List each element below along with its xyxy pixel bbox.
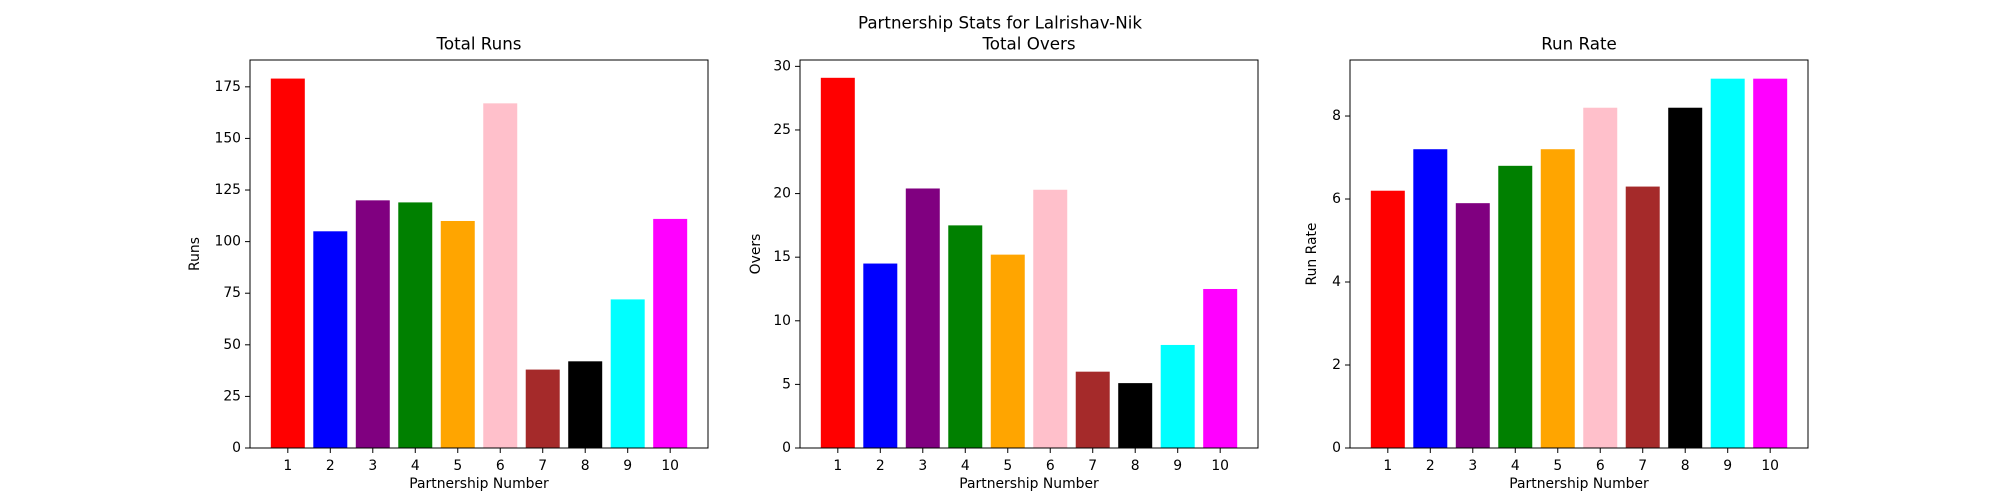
x-tick-label: 3 [918, 458, 927, 474]
bar-3 [355, 200, 390, 448]
bar-7 [1625, 186, 1660, 449]
bar-3 [1455, 203, 1490, 448]
bar-4 [948, 225, 983, 448]
x-tick-label: 9 [1173, 458, 1182, 474]
x-tick-label: 8 [1681, 458, 1690, 474]
x-tick-label: 8 [1131, 458, 1140, 474]
y-tick-label: 6 [1332, 191, 1341, 207]
x-axis-label: Partnership Number [959, 476, 1099, 492]
y-tick-label: 125 [214, 182, 241, 198]
y-tick-label: 175 [214, 79, 241, 95]
x-tick-label: 6 [496, 458, 505, 474]
bar-7 [1075, 371, 1110, 448]
x-tick-label: 7 [1088, 458, 1097, 474]
bar-6 [1033, 189, 1068, 448]
x-tick-label: 7 [1638, 458, 1647, 474]
x-axis-label: Partnership Number [409, 476, 549, 492]
bar-8 [568, 361, 603, 448]
bar-10 [653, 218, 688, 448]
chart-title: Run Rate [1541, 34, 1617, 54]
x-tick-label: 2 [876, 458, 885, 474]
figure-suptitle: Partnership Stats for Lalrishav-Nik [858, 13, 1142, 33]
y-tick-label: 25 [223, 388, 241, 404]
bar-8 [1668, 107, 1703, 448]
bar-6 [1583, 107, 1618, 448]
y-tick-label: 10 [773, 313, 791, 329]
bar-3 [905, 188, 940, 449]
x-tick-label: 2 [326, 458, 335, 474]
x-tick-label: 9 [1723, 458, 1732, 474]
x-tick-label: 1 [283, 458, 292, 474]
bar-1 [270, 78, 305, 449]
y-tick-label: 150 [214, 130, 241, 146]
bar-2 [1413, 149, 1448, 449]
x-axis-label: Partnership Number [1509, 476, 1649, 492]
x-tick-label: 4 [961, 458, 970, 474]
chart-title: Total Runs [436, 34, 522, 54]
y-tick-label: 75 [223, 285, 241, 301]
bar-10 [1203, 288, 1238, 448]
y-tick-label: 50 [223, 337, 241, 353]
bar-5 [990, 254, 1025, 448]
y-tick-label: 8 [1332, 108, 1341, 124]
y-tick-label: 15 [773, 249, 791, 265]
bar-4 [398, 202, 433, 448]
y-tick-label: 0 [1332, 440, 1341, 456]
x-tick-label: 5 [1553, 458, 1562, 474]
y-tick-label: 100 [214, 234, 241, 250]
y-axis-label: Overs [748, 234, 764, 275]
y-tick-label: 2 [1332, 357, 1341, 373]
x-tick-label: 2 [1426, 458, 1435, 474]
bar-6 [483, 103, 518, 448]
x-tick-label: 8 [581, 458, 590, 474]
x-tick-label: 10 [1761, 458, 1779, 474]
x-tick-label: 7 [538, 458, 547, 474]
chart-panel-2: 1 2 3 4 5 6 7 8 9 10 0 5 10 15 20 25 30 Total Overs Partne… [748, 34, 1259, 492]
axes-frame [1349, 59, 1809, 449]
x-tick-label: 4 [411, 458, 420, 474]
bar-1 [1370, 190, 1405, 448]
bar-5 [440, 220, 475, 448]
x-tick-label: 3 [1468, 458, 1477, 474]
chart-title: Total Overs [981, 34, 1075, 54]
y-tick-label: 5 [782, 376, 791, 392]
x-tick-label: 10 [1211, 458, 1229, 474]
bar-2 [863, 263, 898, 448]
bar-9 [1160, 344, 1195, 448]
bar-8 [1118, 383, 1153, 448]
bar-10 [1753, 78, 1788, 448]
chart-panel-3: 1 2 3 4 5 6 7 8 9 10 0 2 4 6 8 Run Rate Partnership Numb… [1304, 34, 1809, 492]
bar-1 [820, 77, 855, 448]
bar-7 [525, 369, 560, 448]
y-tick-label: 0 [782, 440, 791, 456]
bar-9 [610, 299, 645, 448]
axes-frame [799, 59, 1259, 449]
x-tick-label: 1 [833, 458, 842, 474]
y-axis-label: Runs [187, 237, 203, 271]
x-tick-label: 6 [1596, 458, 1605, 474]
x-tick-label: 4 [1511, 458, 1520, 474]
x-tick-label: 9 [623, 458, 632, 474]
y-tick-label: 0 [232, 440, 241, 456]
bar-5 [1540, 149, 1575, 449]
y-axis-label: Run Rate [1304, 223, 1320, 286]
axes-frame [249, 59, 709, 449]
x-tick-label: 6 [1046, 458, 1055, 474]
y-tick-label: 4 [1332, 274, 1341, 290]
bar-9 [1710, 78, 1745, 448]
y-tick-label: 20 [773, 186, 791, 202]
x-tick-label: 1 [1383, 458, 1392, 474]
x-tick-label: 10 [661, 458, 679, 474]
bar-4 [1498, 165, 1533, 448]
x-tick-label: 5 [453, 458, 462, 474]
bar-2 [313, 231, 348, 448]
x-tick-label: 3 [368, 458, 377, 474]
y-tick-label: 25 [773, 122, 791, 138]
y-tick-label: 30 [773, 58, 791, 74]
x-tick-label: 5 [1003, 458, 1012, 474]
